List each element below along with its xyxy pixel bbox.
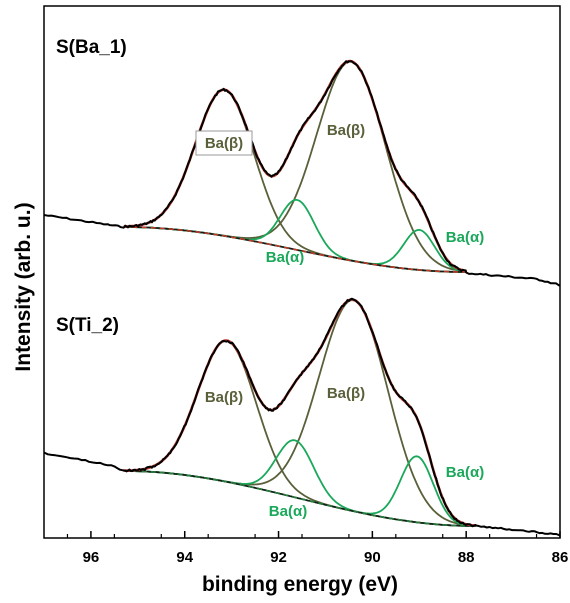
panel-2-peak-label-3: Ba(α) bbox=[446, 464, 484, 481]
panel-1-measured-spectrum bbox=[43, 60, 561, 287]
x-tick-label-86: 86 bbox=[552, 549, 569, 566]
x-tick-label-96: 96 bbox=[83, 549, 100, 566]
panel-2-peak-label-1: Ba(β) bbox=[205, 389, 243, 406]
x-tick-label-90: 90 bbox=[364, 549, 381, 566]
x-tick-label-88: 88 bbox=[458, 549, 475, 566]
panel-1-peak-label-2: Ba(β) bbox=[327, 122, 365, 139]
x-tick-label-92: 92 bbox=[270, 549, 287, 566]
y-axis-label: Intensity (arb. u.) bbox=[12, 202, 35, 371]
panel-2-measured-spectrum bbox=[43, 297, 561, 537]
panel-2-peak-label-4: Ba(α) bbox=[269, 503, 307, 520]
panel-1-background-dash bbox=[123, 226, 466, 273]
x-tick-label-94: 94 bbox=[176, 549, 193, 566]
panel-2-background-dash bbox=[123, 470, 476, 527]
panel-1-peak-label-1: Ba(β) bbox=[205, 135, 243, 152]
panel-2-sample-label: S(Ti_2) bbox=[56, 315, 119, 336]
panel-1-peak-label-box-1 bbox=[195, 130, 253, 156]
panel-1-peak-label-3: Ba(α) bbox=[446, 229, 484, 246]
panel-1-sample-label: S(Ba_1) bbox=[56, 37, 127, 58]
x-axis-label: binding energy (eV) bbox=[202, 573, 398, 596]
panel-1-peak-label-4: Ba(α) bbox=[266, 249, 304, 266]
panel-2-peak-label-2: Ba(β) bbox=[327, 385, 365, 402]
